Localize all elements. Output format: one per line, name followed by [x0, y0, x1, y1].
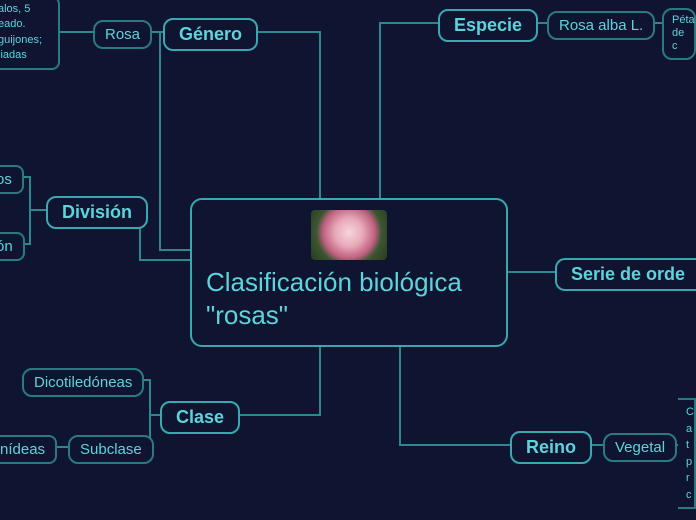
serie-orden-node[interactable]: Serie de orde — [555, 258, 696, 291]
center-node[interactable]: Clasificación biológica "rosas" — [190, 198, 508, 347]
division-partial1: os — [0, 165, 24, 194]
subclase-node[interactable]: Subclase — [68, 435, 154, 464]
rosa-alba-node[interactable]: Rosa alba L. — [547, 11, 655, 40]
division-node[interactable]: División — [46, 196, 148, 229]
division-partial2: ón — [0, 232, 25, 261]
genero-node[interactable]: Género — [163, 18, 258, 51]
center-title: Clasificación biológica "rosas" — [206, 266, 492, 331]
reino-desc-node: C a t p r c — [678, 398, 696, 509]
dicotiledoneas-node[interactable]: Dicotiledóneas — [22, 368, 144, 397]
especie-node[interactable]: Especie — [438, 9, 538, 42]
rosa-node[interactable]: Rosa — [93, 20, 152, 49]
reino-node[interactable]: Reino — [510, 431, 592, 464]
rose-image — [311, 210, 387, 260]
petalos-partial-node: Péta de c — [662, 8, 696, 60]
nideas-node: nídeas — [0, 435, 57, 464]
desc-partial-node: alos, 5 eado. guijones; liadas — [0, 0, 60, 70]
clase-node[interactable]: Clase — [160, 401, 240, 434]
vegetal-node[interactable]: Vegetal — [603, 433, 677, 462]
